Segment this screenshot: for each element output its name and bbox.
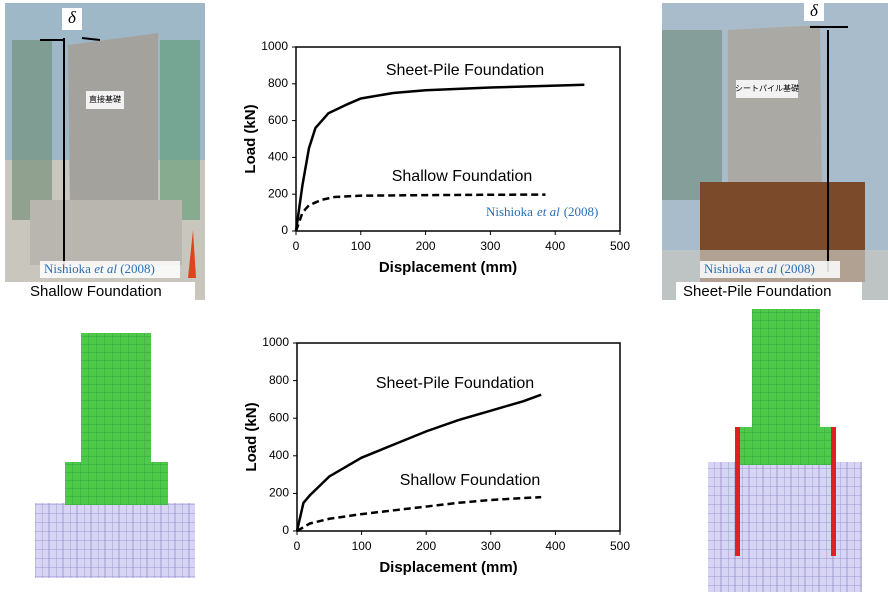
credit-part: (2008) bbox=[564, 204, 599, 219]
line bbox=[294, 193, 546, 232]
x-tick-label: 300 bbox=[481, 539, 501, 553]
model-shallow bbox=[35, 333, 195, 578]
x-axis-title: Displacement (mm) bbox=[379, 259, 517, 276]
y-tick-label: 0 bbox=[282, 523, 289, 537]
y-tick-label: 400 bbox=[268, 150, 288, 164]
credit: Nishioka et al (2008) bbox=[486, 204, 598, 219]
x-tick-label: 300 bbox=[480, 239, 500, 253]
x-tick-label: 400 bbox=[545, 239, 565, 253]
y-axis-title: Load (kN) bbox=[242, 104, 259, 173]
series-label: Sheet-Pile Foundation bbox=[386, 62, 544, 79]
y-tick-label: 400 bbox=[269, 448, 289, 462]
model-sheet-pile bbox=[708, 309, 862, 592]
credit-part: Nishioka bbox=[486, 204, 533, 219]
y-tick-label: 600 bbox=[269, 410, 289, 424]
y-tick-label: 1000 bbox=[261, 39, 288, 53]
y-tick-label: 0 bbox=[281, 223, 288, 237]
sign: 直接基礎 bbox=[89, 94, 121, 104]
x-tick-label: 200 bbox=[416, 239, 436, 253]
plot-frame bbox=[296, 342, 621, 532]
line bbox=[296, 495, 542, 533]
x-tick-label: 400 bbox=[545, 539, 565, 553]
x-tick-label: 0 bbox=[294, 539, 301, 553]
photo-sheet-pile: シートパイル基礎 δ Nishioka (2008)et al (2008) S… bbox=[662, 1, 888, 302]
y-tick-label: 800 bbox=[269, 373, 289, 387]
series-label: Shallow Foundation bbox=[392, 168, 533, 185]
y-tick-label: 200 bbox=[268, 186, 288, 200]
line bbox=[295, 393, 542, 532]
x-tick-label: 0 bbox=[293, 239, 300, 253]
credit: Nishioka et al (2008) bbox=[44, 261, 155, 276]
x-tick-label: 100 bbox=[352, 539, 372, 553]
y-axis-title: Load (kN) bbox=[243, 402, 260, 471]
charts: 0 100 200 300 400 50002004006008001000Displac… bbox=[242, 39, 630, 576]
x-tick-label: 100 bbox=[351, 239, 371, 253]
series-label: Shallow Foundation bbox=[400, 472, 541, 489]
x-tick-label: 500 bbox=[610, 239, 630, 253]
sign: シートパイル基礎 bbox=[735, 83, 799, 93]
delta: δ bbox=[68, 8, 77, 27]
y-tick-label: 1000 bbox=[262, 335, 289, 349]
y-tick-label: 800 bbox=[268, 76, 288, 90]
y-tick-label: 600 bbox=[268, 113, 288, 127]
photo-shallow: 直接基礎 δ Nishioka et al (2008) Shallow Fou… bbox=[5, 3, 205, 302]
delta: δ bbox=[810, 1, 819, 20]
caption: Shallow Foundation bbox=[30, 283, 162, 300]
line bbox=[294, 83, 585, 232]
x-tick-label: 500 bbox=[610, 539, 630, 553]
caption: Sheet-Pile Foundation bbox=[683, 283, 831, 300]
credit-part: et al bbox=[537, 204, 560, 219]
series-label: Sheet-Pile Foundation bbox=[376, 375, 534, 392]
plot-frame bbox=[295, 46, 621, 232]
x-axis-title: Displacement (mm) bbox=[379, 559, 517, 576]
y-tick-label: 200 bbox=[269, 486, 289, 500]
x-tick-label: 200 bbox=[416, 539, 436, 553]
credit: Nishioka (2008)et al (2008) bbox=[704, 261, 815, 276]
